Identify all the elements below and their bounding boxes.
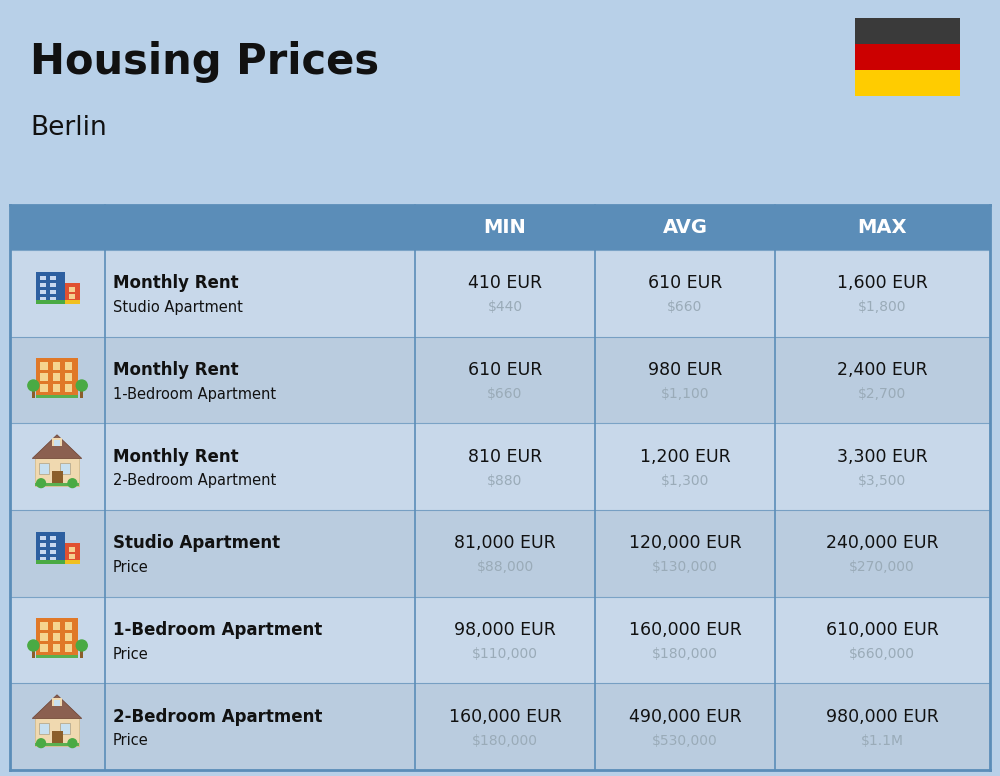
- Text: MAX: MAX: [857, 218, 907, 237]
- FancyBboxPatch shape: [40, 550, 46, 554]
- Polygon shape: [32, 435, 82, 459]
- Text: Monthly Rent: Monthly Rent: [113, 448, 239, 466]
- FancyBboxPatch shape: [65, 622, 72, 629]
- FancyBboxPatch shape: [35, 459, 79, 486]
- FancyBboxPatch shape: [39, 722, 49, 734]
- Text: Studio Apartment: Studio Apartment: [113, 300, 243, 315]
- FancyBboxPatch shape: [32, 388, 35, 397]
- FancyBboxPatch shape: [40, 644, 48, 652]
- FancyBboxPatch shape: [35, 743, 79, 746]
- Text: 610,000 EUR: 610,000 EUR: [826, 621, 938, 639]
- FancyBboxPatch shape: [35, 483, 79, 486]
- FancyBboxPatch shape: [40, 373, 48, 380]
- FancyBboxPatch shape: [32, 648, 35, 657]
- FancyBboxPatch shape: [10, 424, 990, 510]
- FancyBboxPatch shape: [36, 532, 65, 564]
- FancyBboxPatch shape: [65, 633, 72, 640]
- FancyBboxPatch shape: [54, 440, 60, 445]
- FancyBboxPatch shape: [855, 18, 960, 44]
- FancyBboxPatch shape: [36, 300, 65, 304]
- Circle shape: [68, 479, 77, 487]
- Polygon shape: [32, 695, 82, 719]
- Text: Housing Prices: Housing Prices: [30, 41, 379, 83]
- Text: 1,200 EUR: 1,200 EUR: [640, 448, 730, 466]
- FancyBboxPatch shape: [36, 395, 78, 397]
- FancyBboxPatch shape: [53, 373, 60, 380]
- FancyBboxPatch shape: [40, 290, 46, 294]
- Text: Price: Price: [113, 559, 149, 575]
- Text: $3,500: $3,500: [858, 473, 906, 487]
- Text: $880: $880: [487, 473, 523, 487]
- Text: 410 EUR: 410 EUR: [468, 275, 542, 293]
- Text: $2,700: $2,700: [858, 387, 906, 401]
- FancyBboxPatch shape: [50, 550, 56, 554]
- FancyBboxPatch shape: [40, 633, 48, 640]
- FancyBboxPatch shape: [52, 730, 62, 746]
- Text: $530,000: $530,000: [652, 733, 718, 747]
- Circle shape: [37, 739, 45, 747]
- Text: $110,000: $110,000: [472, 647, 538, 661]
- FancyBboxPatch shape: [53, 362, 60, 369]
- Text: $130,000: $130,000: [652, 560, 718, 574]
- Text: 610 EUR: 610 EUR: [648, 275, 722, 293]
- FancyBboxPatch shape: [60, 722, 70, 734]
- FancyBboxPatch shape: [53, 633, 60, 640]
- Text: 980,000 EUR: 980,000 EUR: [826, 708, 938, 726]
- Text: 2-Bedroom Apartment: 2-Bedroom Apartment: [113, 708, 322, 726]
- FancyBboxPatch shape: [10, 337, 990, 424]
- Text: Monthly Rent: Monthly Rent: [113, 361, 239, 379]
- Text: $440: $440: [487, 300, 523, 314]
- FancyBboxPatch shape: [52, 470, 62, 486]
- FancyBboxPatch shape: [69, 294, 75, 300]
- Text: 490,000 EUR: 490,000 EUR: [629, 708, 741, 726]
- FancyBboxPatch shape: [65, 644, 72, 652]
- FancyBboxPatch shape: [54, 700, 60, 705]
- Circle shape: [68, 739, 77, 747]
- Text: $1,300: $1,300: [661, 473, 709, 487]
- FancyBboxPatch shape: [40, 362, 48, 369]
- FancyBboxPatch shape: [52, 438, 62, 445]
- FancyBboxPatch shape: [50, 290, 56, 294]
- Text: 240,000 EUR: 240,000 EUR: [826, 535, 938, 553]
- Text: Price: Price: [113, 733, 149, 748]
- FancyBboxPatch shape: [65, 543, 80, 564]
- Text: Studio Apartment: Studio Apartment: [113, 535, 280, 553]
- Text: $1,100: $1,100: [661, 387, 709, 401]
- FancyBboxPatch shape: [50, 275, 56, 280]
- FancyBboxPatch shape: [40, 275, 46, 280]
- FancyBboxPatch shape: [855, 70, 960, 96]
- FancyBboxPatch shape: [40, 297, 46, 302]
- Text: $180,000: $180,000: [652, 647, 718, 661]
- Text: 160,000 EUR: 160,000 EUR: [449, 708, 561, 726]
- FancyBboxPatch shape: [36, 655, 78, 657]
- FancyBboxPatch shape: [10, 597, 990, 684]
- Text: 160,000 EUR: 160,000 EUR: [629, 621, 741, 639]
- Text: Price: Price: [113, 646, 149, 661]
- FancyBboxPatch shape: [50, 283, 56, 287]
- FancyBboxPatch shape: [39, 462, 49, 474]
- FancyBboxPatch shape: [10, 510, 990, 597]
- Text: $1.1M: $1.1M: [860, 733, 904, 747]
- FancyBboxPatch shape: [50, 557, 56, 562]
- FancyBboxPatch shape: [65, 300, 80, 304]
- Text: Monthly Rent: Monthly Rent: [113, 275, 239, 293]
- FancyBboxPatch shape: [65, 384, 72, 392]
- Text: MIN: MIN: [484, 218, 526, 237]
- FancyBboxPatch shape: [60, 462, 70, 474]
- FancyBboxPatch shape: [10, 250, 990, 337]
- Text: 1-Bedroom Apartment: 1-Bedroom Apartment: [113, 621, 322, 639]
- FancyBboxPatch shape: [65, 362, 72, 369]
- FancyBboxPatch shape: [65, 560, 80, 564]
- FancyBboxPatch shape: [50, 297, 56, 302]
- Text: $180,000: $180,000: [472, 733, 538, 747]
- Text: 980 EUR: 980 EUR: [648, 361, 722, 379]
- Text: 810 EUR: 810 EUR: [468, 448, 542, 466]
- FancyBboxPatch shape: [40, 543, 46, 547]
- Circle shape: [37, 479, 45, 487]
- Text: 81,000 EUR: 81,000 EUR: [454, 535, 556, 553]
- Text: AVG: AVG: [662, 218, 708, 237]
- FancyBboxPatch shape: [65, 373, 72, 380]
- FancyBboxPatch shape: [36, 358, 78, 397]
- Text: 1-Bedroom Apartment: 1-Bedroom Apartment: [113, 386, 276, 401]
